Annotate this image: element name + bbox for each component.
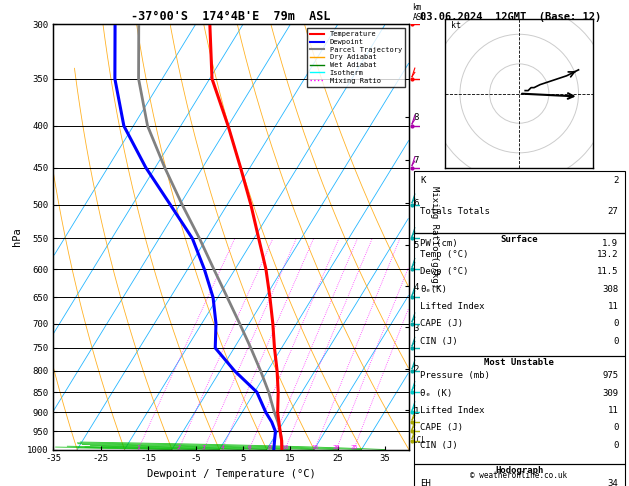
Text: Lifted Index: Lifted Index <box>420 302 485 311</box>
Text: 11: 11 <box>608 302 618 311</box>
Text: CAPE (J): CAPE (J) <box>420 319 463 328</box>
Text: 1.9: 1.9 <box>602 240 618 248</box>
Text: Dewp (°C): Dewp (°C) <box>420 267 469 277</box>
Text: 25: 25 <box>350 445 357 450</box>
Text: CAPE (J): CAPE (J) <box>420 423 463 433</box>
Text: 13.2: 13.2 <box>597 250 618 259</box>
Text: 0: 0 <box>613 423 618 433</box>
Text: 308: 308 <box>602 285 618 294</box>
Text: Pressure (mb): Pressure (mb) <box>420 371 490 381</box>
Text: 0: 0 <box>613 441 618 450</box>
Y-axis label: Mixing Ratio (g/kg): Mixing Ratio (g/kg) <box>430 186 439 288</box>
Text: © weatheronline.co.uk: © weatheronline.co.uk <box>470 471 567 480</box>
Text: 11: 11 <box>608 406 618 415</box>
Text: CIN (J): CIN (J) <box>420 441 458 450</box>
Text: CIN (J): CIN (J) <box>420 337 458 346</box>
X-axis label: Dewpoint / Temperature (°C): Dewpoint / Temperature (°C) <box>147 469 316 479</box>
Text: 0: 0 <box>613 319 618 328</box>
Text: Surface: Surface <box>501 235 538 244</box>
Text: km
ASL: km ASL <box>413 3 426 22</box>
Text: 10: 10 <box>281 445 289 450</box>
Text: kt: kt <box>451 21 461 30</box>
Title: -37°00'S  174°4B'E  79m  ASL: -37°00'S 174°4B'E 79m ASL <box>131 10 331 23</box>
Text: PW (cm): PW (cm) <box>420 240 458 248</box>
Text: 0: 0 <box>613 337 618 346</box>
Bar <box>414 356 625 464</box>
Text: 2: 2 <box>177 445 181 450</box>
Text: 1: 1 <box>136 445 140 450</box>
Text: θₑ(K): θₑ(K) <box>420 285 447 294</box>
Text: 20: 20 <box>333 445 340 450</box>
Text: Temp (°C): Temp (°C) <box>420 250 469 259</box>
Text: 6: 6 <box>247 445 251 450</box>
Text: LCL: LCL <box>413 436 426 445</box>
Text: θₑ (K): θₑ (K) <box>420 389 452 398</box>
Text: 03.06.2024  12GMT  (Base: 12): 03.06.2024 12GMT (Base: 12) <box>420 12 601 22</box>
Text: 27: 27 <box>608 208 618 216</box>
Bar <box>414 233 625 356</box>
Legend: Temperature, Dewpoint, Parcel Trajectory, Dry Adiabat, Wet Adiabat, Isotherm, Mi: Temperature, Dewpoint, Parcel Trajectory… <box>307 28 405 87</box>
Text: Hodograph: Hodograph <box>495 466 543 475</box>
Text: 15: 15 <box>311 445 318 450</box>
Text: 11.5: 11.5 <box>597 267 618 277</box>
Text: 975: 975 <box>602 371 618 381</box>
Text: 309: 309 <box>602 389 618 398</box>
Y-axis label: hPa: hPa <box>11 227 21 246</box>
Text: K: K <box>420 175 426 185</box>
Text: 3: 3 <box>202 445 206 450</box>
Bar <box>414 464 625 486</box>
Text: 34: 34 <box>608 479 618 486</box>
Text: 2: 2 <box>613 175 618 185</box>
Text: 4: 4 <box>220 445 224 450</box>
Text: 8: 8 <box>267 445 271 450</box>
Text: Most Unstable: Most Unstable <box>484 358 554 367</box>
Text: Totals Totals: Totals Totals <box>420 208 490 216</box>
Text: Lifted Index: Lifted Index <box>420 406 485 415</box>
Bar <box>414 171 625 233</box>
Text: EH: EH <box>420 479 431 486</box>
